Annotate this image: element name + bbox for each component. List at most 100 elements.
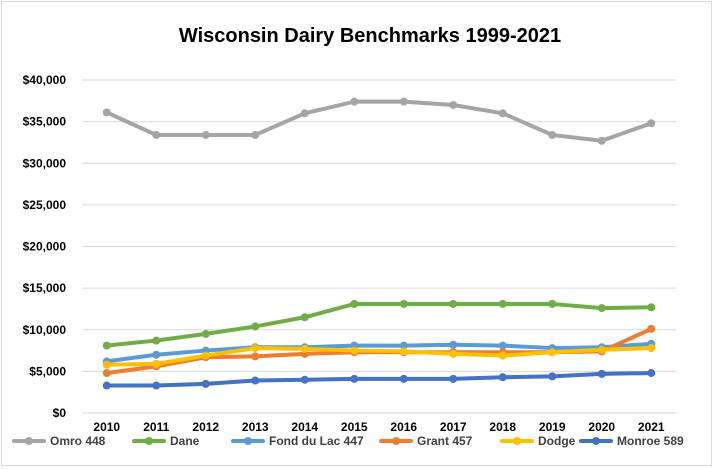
y-tick-label: $10,000 bbox=[23, 323, 67, 337]
legend-label: Dane bbox=[170, 434, 200, 448]
data-point bbox=[300, 375, 309, 384]
data-point bbox=[548, 130, 557, 139]
data-point bbox=[449, 340, 458, 349]
legend-marker bbox=[25, 437, 33, 445]
data-point bbox=[300, 109, 309, 118]
data-point bbox=[201, 130, 210, 139]
data-point bbox=[597, 136, 606, 145]
legend-item: Grant 457 bbox=[379, 434, 473, 448]
legend-marker bbox=[513, 437, 521, 445]
x-tick-label: 2010 bbox=[93, 420, 120, 434]
data-point bbox=[152, 350, 161, 359]
legend-marker bbox=[145, 437, 153, 445]
legend-marker bbox=[392, 437, 400, 445]
legend-label: Grant 457 bbox=[417, 434, 473, 448]
data-point bbox=[152, 359, 161, 368]
x-tick-label: 2014 bbox=[291, 420, 318, 434]
data-point bbox=[102, 369, 111, 378]
data-point bbox=[251, 344, 260, 353]
legend-label: Dodge bbox=[538, 434, 576, 448]
data-point bbox=[251, 352, 260, 361]
x-tick-label: 2013 bbox=[242, 420, 269, 434]
series-5 bbox=[102, 369, 656, 390]
series-line bbox=[104, 346, 654, 367]
data-point bbox=[449, 374, 458, 383]
data-point bbox=[350, 97, 359, 106]
data-point bbox=[399, 97, 408, 106]
y-tick-label: $0 bbox=[53, 406, 67, 420]
data-point bbox=[449, 349, 458, 358]
y-tick-label: $35,000 bbox=[23, 115, 67, 129]
series-line bbox=[104, 301, 654, 348]
data-point bbox=[300, 344, 309, 353]
series-line bbox=[104, 371, 654, 388]
legend-item: Dodge bbox=[500, 434, 576, 448]
x-tick-label: 2011 bbox=[143, 420, 169, 434]
data-point bbox=[152, 130, 161, 139]
data-point bbox=[201, 329, 210, 338]
x-tick-label: 2018 bbox=[489, 420, 516, 434]
data-point bbox=[399, 341, 408, 350]
data-point bbox=[251, 322, 260, 331]
x-tick-label: 2016 bbox=[390, 420, 417, 434]
legend-item: Dane bbox=[132, 434, 200, 448]
data-point bbox=[201, 379, 210, 388]
data-point bbox=[647, 324, 656, 333]
data-point bbox=[597, 345, 606, 354]
series-4 bbox=[102, 344, 656, 369]
data-point bbox=[498, 341, 507, 350]
data-point bbox=[102, 341, 111, 350]
data-point bbox=[449, 299, 458, 308]
series-1 bbox=[102, 299, 656, 350]
data-point bbox=[548, 348, 557, 357]
gridlines bbox=[82, 79, 676, 414]
data-point bbox=[449, 100, 458, 109]
x-tick-label: 2020 bbox=[588, 420, 615, 434]
series-line bbox=[104, 341, 654, 364]
series-line bbox=[104, 99, 654, 143]
legend-marker bbox=[244, 437, 252, 445]
data-point bbox=[350, 346, 359, 355]
data-point bbox=[350, 374, 359, 383]
data-point bbox=[300, 313, 309, 322]
data-point bbox=[102, 108, 111, 117]
data-point bbox=[201, 351, 210, 360]
y-tick-label: $15,000 bbox=[23, 281, 67, 295]
x-tick-label: 2021 bbox=[638, 420, 665, 434]
data-point bbox=[102, 360, 111, 369]
y-tick-label: $40,000 bbox=[23, 73, 67, 87]
data-point bbox=[399, 347, 408, 356]
legend-item: Omro 448 bbox=[12, 434, 106, 448]
data-point bbox=[597, 369, 606, 378]
y-tick-label: $30,000 bbox=[23, 156, 67, 170]
data-point bbox=[399, 374, 408, 383]
data-point bbox=[251, 376, 260, 385]
data-point bbox=[152, 336, 161, 345]
data-point bbox=[498, 299, 507, 308]
data-point bbox=[152, 381, 161, 390]
x-axis-tick-labels: 2010 2011 2012 2013 2014 2015 2016 2017 2018 2019… bbox=[93, 420, 665, 434]
data-point bbox=[498, 373, 507, 382]
data-point bbox=[251, 130, 260, 139]
series-0 bbox=[102, 97, 656, 145]
legend-item: Fond du Lac 447 bbox=[231, 434, 364, 448]
data-point bbox=[548, 299, 557, 308]
data-point bbox=[498, 109, 507, 118]
legend: Omro 448 Dane Fond du Lac 447 Grant 457 Dodg… bbox=[12, 434, 684, 448]
y-tick-label: $20,000 bbox=[23, 240, 67, 254]
data-point bbox=[498, 351, 507, 360]
legend-item: Monroe 589 bbox=[579, 434, 684, 448]
x-tick-label: 2019 bbox=[539, 420, 566, 434]
y-tick-label: $5,000 bbox=[29, 364, 66, 378]
data-point bbox=[647, 119, 656, 128]
data-point bbox=[597, 304, 606, 313]
series-lines bbox=[102, 97, 656, 390]
legend-marker bbox=[592, 437, 600, 445]
data-point bbox=[102, 381, 111, 390]
chart-title: Wisconsin Dairy Benchmarks 1999-2021 bbox=[179, 25, 561, 47]
legend-label: Omro 448 bbox=[50, 434, 106, 448]
data-point bbox=[350, 299, 359, 308]
x-tick-label: 2017 bbox=[440, 420, 467, 434]
